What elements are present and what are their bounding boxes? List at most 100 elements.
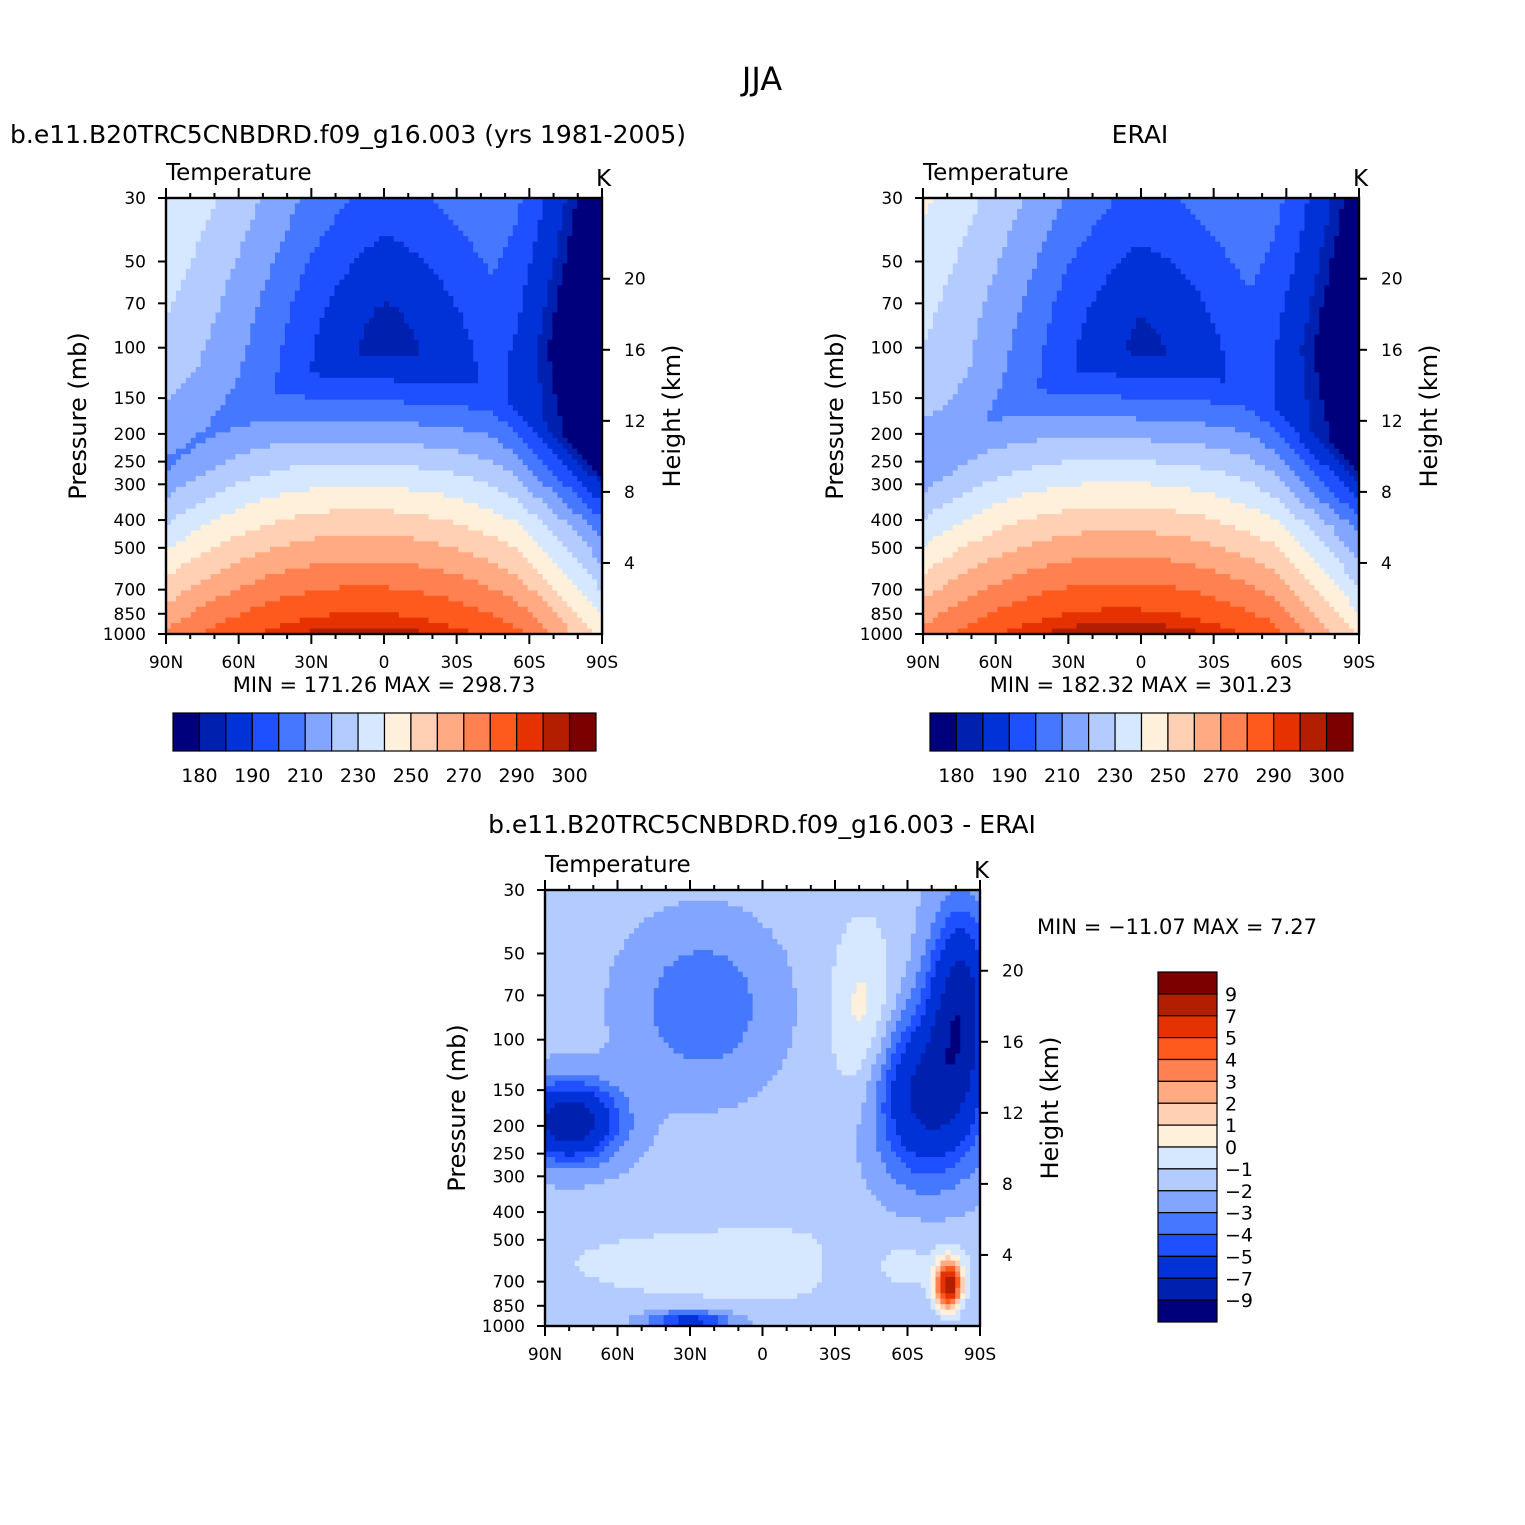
model-ptick-label: 1000 [103, 625, 146, 645]
diff-cell [891, 1009, 902, 1016]
diff-cell [930, 1271, 937, 1278]
obs-cell [923, 552, 954, 559]
model-cell [527, 508, 554, 515]
model-cell [230, 426, 464, 433]
model-cell [235, 454, 479, 461]
obs-cell [1334, 252, 1360, 259]
obs-cell [1274, 568, 1301, 575]
obs-cell [1220, 241, 1271, 248]
diff-cell [920, 890, 951, 897]
model-cell [294, 514, 430, 521]
diff-cell [891, 1042, 897, 1049]
diff-cell [881, 1009, 892, 1016]
diff-cell [930, 949, 942, 956]
obs-cell [1136, 317, 1147, 324]
diff-colorbar-label: 3 [1225, 1071, 1237, 1093]
obs-cell [1175, 263, 1236, 270]
diff-cell [545, 939, 625, 946]
model-cell [507, 350, 539, 357]
obs-cell [1012, 225, 1053, 232]
obs-cell [1304, 225, 1325, 232]
model-cell [478, 454, 519, 461]
diff-cell [950, 933, 971, 940]
diff-cell [945, 1287, 956, 1294]
model-cell [166, 530, 192, 537]
model-cell [403, 399, 509, 406]
model-cell [398, 612, 494, 619]
model-cell [175, 541, 222, 548]
diff-cell [965, 1271, 971, 1278]
obs-cell [1329, 274, 1360, 281]
obs-cell [1051, 535, 1192, 542]
obs-cell [923, 252, 959, 259]
diff-cell [841, 933, 882, 940]
diff-cell [866, 1009, 882, 1016]
model-cell [552, 263, 563, 270]
diff-cell [831, 1009, 853, 1016]
obs-cell [1056, 214, 1102, 221]
diff-cell [970, 1080, 981, 1087]
diff-cell [599, 1075, 773, 1082]
model-cell [582, 617, 603, 624]
diff-cell [545, 1102, 556, 1109]
diff-cell [545, 1129, 551, 1136]
obs-cell [923, 568, 929, 575]
obs-cell [1002, 383, 1038, 390]
diff-cell [970, 971, 981, 978]
obs-cell [1245, 405, 1276, 412]
model-cell [567, 601, 593, 608]
obs-colorbar-label: 210 [1044, 765, 1080, 787]
model-cell [166, 601, 207, 608]
diff-cell [886, 1075, 897, 1082]
diff-cell [900, 1157, 961, 1164]
obs-cell [997, 388, 1048, 395]
diff-cell [935, 1298, 942, 1305]
model-cell [255, 208, 296, 215]
model-cell [279, 595, 449, 602]
model-cell [195, 366, 241, 373]
diff-cell [574, 1151, 600, 1158]
diff-cell [668, 1113, 862, 1120]
diff-cell [881, 928, 917, 935]
model-cell [527, 557, 554, 564]
model-ptick-label: 70 [124, 294, 146, 314]
obs-cell [1279, 546, 1306, 553]
obs-cell [1309, 465, 1330, 472]
model-cell [582, 497, 603, 504]
diff-colorbar-swatch [1157, 1080, 1218, 1104]
model-cell [240, 584, 341, 591]
diff-cell [624, 1091, 759, 1098]
obs-cell [1279, 475, 1301, 482]
diff-cell [545, 1173, 620, 1180]
diff-cell [703, 1293, 798, 1300]
diff-ylabel: Pressure (mb) [443, 1024, 471, 1191]
model-cell [463, 312, 519, 319]
obs-ptick-label: 100 [871, 339, 903, 359]
diff-cell [876, 1135, 887, 1142]
diff-cell [876, 1086, 887, 1093]
diff-cell [905, 1004, 917, 1011]
diff-cell [960, 1276, 966, 1283]
diff-cell [886, 1080, 892, 1087]
model-cell [512, 230, 539, 237]
obs-cell [1334, 443, 1360, 450]
model-cell [537, 236, 559, 243]
diff-cell [653, 1135, 858, 1142]
diff-cell [965, 1249, 981, 1256]
model-cell [453, 470, 514, 477]
model-cell [260, 301, 291, 308]
diff-field [545, 890, 981, 1327]
diff-cell [861, 1118, 877, 1125]
obs-cell [923, 437, 1038, 444]
diff-cell [856, 1015, 862, 1022]
obs-cell [1299, 236, 1325, 243]
model-cell [592, 465, 603, 472]
obs-cell [1339, 225, 1360, 232]
diff-cell [960, 1031, 976, 1038]
model-cell [166, 503, 197, 510]
model-cell [304, 268, 350, 275]
obs-cell [982, 312, 1018, 319]
model-cell [289, 301, 331, 308]
obs-cell [1041, 617, 1202, 624]
model-cell [205, 219, 251, 226]
